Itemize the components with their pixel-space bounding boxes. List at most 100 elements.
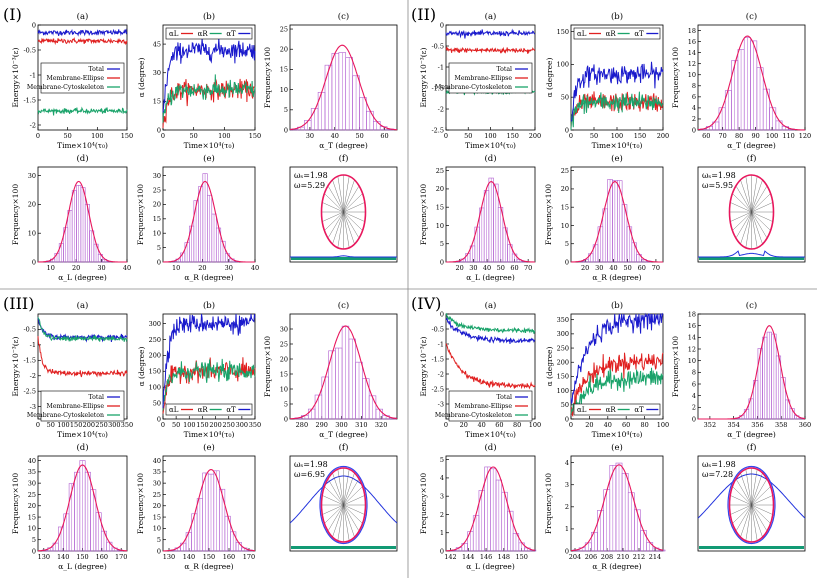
x-tick-label: 352 (704, 421, 716, 429)
ellipse-outer-ring (727, 465, 776, 545)
y-tick-label: -2.5 (431, 385, 444, 393)
y-tick-label: 100 (557, 387, 569, 395)
x-tick-label: 50 (356, 132, 364, 140)
y-tick-label: -2 (30, 372, 36, 380)
ellipse-spoke (343, 185, 360, 213)
y-tick-label: 35 (28, 468, 36, 476)
y-tick-label: 50 (153, 399, 161, 407)
legend-label: αR (198, 30, 209, 38)
ellipse-spoke (324, 211, 344, 231)
gaussian-fit-line (289, 325, 398, 420)
gaussian-fit-line (570, 464, 664, 552)
y-tick-label: 0 (157, 547, 161, 555)
omega-label: ω=5.29 (294, 181, 325, 190)
y-tick-label: 45 (153, 40, 161, 48)
legend-label: αL (577, 406, 587, 414)
series--t-line (162, 313, 256, 409)
omega-s-label: ωₛ=1.98 (702, 460, 736, 469)
y-tick-label: 25 (561, 167, 569, 175)
ellipse-spoke (730, 202, 752, 213)
omega-s-label: ωₛ=1.98 (702, 171, 736, 180)
panel-b-frame (162, 24, 256, 131)
legend-label: Membrane-Ellipse (47, 75, 105, 82)
y-tick-label: -0.5 (431, 325, 444, 333)
y-axis-label: Frequency×100 (263, 47, 272, 108)
y-tick-label: 30 (280, 325, 288, 333)
ellipse-spoke (735, 478, 752, 506)
ellipse-spoke (343, 211, 355, 245)
x-axis-label: Time×10⁴(τ₀) (592, 430, 643, 439)
ellipse-spoke (343, 202, 365, 213)
y-tick-label: 0 (692, 126, 696, 134)
ellipse-spoke (730, 504, 752, 515)
ellipse-spoke (740, 472, 752, 506)
ellipse-spoke (343, 504, 350, 541)
ellipse-spoke (745, 211, 752, 248)
panel-d-frame (37, 166, 128, 263)
series-membrane-ellipse-line (37, 336, 128, 378)
x-axis-label: Time×10⁴(τ₀) (465, 430, 516, 439)
ellipse-spoke (751, 504, 773, 515)
panel-letter: (a) (485, 300, 497, 311)
series-total-line (37, 28, 128, 37)
y-tick-label: 4 (440, 474, 444, 482)
y-tick-label: 0 (440, 547, 444, 555)
y-tick-label: -0.5 (23, 326, 36, 334)
x-tick-label: 356 (751, 421, 763, 429)
legend-box (573, 27, 661, 40)
y-tick-label: 0 (565, 258, 569, 266)
x-tick-label: 40 (483, 264, 491, 272)
x-tick-label: 60 (638, 264, 646, 272)
y-axis-label: Energy×10⁻³(ε) (419, 336, 428, 396)
y-axis-label: Frequency×100 (419, 184, 428, 245)
y-tick-label: 0 (565, 547, 569, 555)
x-tick-label: 0 (36, 132, 40, 140)
x-tick-label: 70 (719, 132, 727, 140)
ellipse-spoke (751, 486, 771, 506)
ellipse-spoke (730, 211, 752, 222)
ellipse-spoke (735, 504, 752, 532)
ellipse-spoke (343, 495, 365, 506)
legend-label: Total (88, 66, 104, 73)
y-tick-label: 0 (32, 21, 36, 29)
y-tick-label: 0 (565, 415, 569, 423)
y-tick-label: 8 (692, 82, 696, 90)
panel-c: (c) 60 70 80 90 100 110 120 0 2 4 6 8 10 12 14 16 18 Frequ… (671, 11, 811, 150)
panel-c: (c) 30 40 50 60 0 5 10 15 20 25 Frequency×100 α_T (d… (263, 11, 398, 150)
x-tick-label: 350 (249, 421, 261, 429)
ellipse-spoke (732, 504, 752, 524)
ellipse-spoke (332, 472, 344, 506)
ellipse-spoke (343, 179, 355, 213)
series-total-line (445, 28, 535, 39)
ellipse-spoke (751, 211, 768, 239)
x-tick-label: 100 (657, 421, 669, 429)
ellipse-spoke (343, 211, 365, 222)
y-axis-label: Frequency×100 (419, 473, 428, 534)
ellipse-spoke (327, 504, 344, 532)
y-axis-label: Energy×10⁻³(ε) (11, 47, 20, 107)
panel-f: (f) ωₛ=1.98ω=6.95 (289, 442, 398, 552)
y-tick-label: 5 (32, 536, 36, 544)
y-tick-label: 25 (28, 491, 36, 499)
x-axis-label: α_L (degree) (58, 273, 107, 282)
x-axis-label: α_T (degree) (319, 141, 368, 150)
panel-f-frame (289, 455, 398, 552)
y-tick-label: -1 (438, 340, 444, 348)
x-tick-label: 130 (38, 553, 50, 561)
y-tick-label: 6 (692, 380, 696, 388)
y-axis-label: Frequency×100 (11, 473, 20, 534)
x-tick-label: 20 (456, 264, 464, 272)
x-tick-label: 0 (444, 132, 448, 140)
y-tick-label: 0 (157, 126, 161, 134)
x-tick-label: 214 (649, 553, 661, 561)
y-tick-label: 20 (436, 185, 444, 193)
x-tick-label: 150 (70, 421, 82, 429)
ellipse-spoke (732, 486, 752, 506)
legend-label: αT (634, 406, 644, 414)
x-tick-label: 50 (464, 132, 472, 140)
ellipse-spoke (337, 176, 344, 213)
ellipse-spoke (343, 478, 360, 506)
x-tick-label: 100 (529, 421, 541, 429)
panel-letter: (a) (77, 11, 89, 22)
panel-f: (f) ωₛ=1.98ω=5.29 (289, 153, 398, 263)
